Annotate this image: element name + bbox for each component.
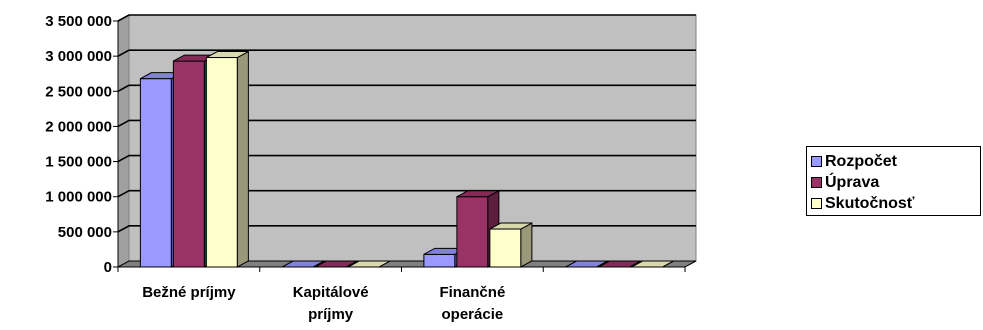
bar bbox=[314, 260, 358, 268]
legend-item-0: Rozpočet bbox=[811, 151, 980, 172]
bar-top bbox=[456, 190, 500, 198]
gridline bbox=[117, 154, 696, 163]
bar-front bbox=[489, 228, 522, 268]
bar-top bbox=[489, 222, 533, 230]
legend-swatch-2 bbox=[811, 198, 822, 209]
y-tick-label: 2 500 000 bbox=[45, 83, 112, 100]
legend-item-2: Skutočnosť bbox=[811, 193, 980, 214]
y-tick-label: 1 500 000 bbox=[45, 154, 112, 171]
y-tick-label: 500 000 bbox=[58, 224, 112, 241]
bars bbox=[139, 50, 674, 268]
legend-label-0: Rozpočet bbox=[825, 152, 897, 170]
legend-item-1: Úprava bbox=[811, 172, 980, 193]
bar-front bbox=[456, 196, 489, 268]
bar bbox=[598, 260, 641, 268]
legend-label-2: Skutočnosť bbox=[825, 194, 915, 212]
legend: Rozpočet Úprava Skutočnosť bbox=[806, 146, 981, 216]
bar bbox=[489, 222, 533, 268]
bar-top bbox=[281, 260, 325, 268]
y-tick-label: 0 bbox=[104, 259, 112, 276]
y-tick-label: 3 000 000 bbox=[45, 48, 112, 65]
bar-top bbox=[631, 260, 674, 268]
legend-label-1: Úprava bbox=[825, 173, 880, 191]
bar-side bbox=[236, 50, 249, 268]
bar-side bbox=[520, 222, 533, 268]
legend-swatch-1 bbox=[811, 177, 822, 188]
x-category-label: Finančné bbox=[439, 284, 505, 301]
bar-front bbox=[423, 253, 456, 268]
x-category-label: Kapitálové bbox=[293, 284, 369, 301]
gridlines bbox=[117, 14, 696, 233]
gridline bbox=[117, 84, 696, 92]
bar bbox=[281, 260, 325, 268]
bar-front bbox=[139, 78, 172, 268]
x-category-label: operácie bbox=[442, 306, 504, 323]
gridline bbox=[117, 189, 696, 198]
gridline bbox=[117, 14, 696, 22]
y-tick-labels: 0 500 000 1 000 000 1 500 000 2 000 000 2 500… bbox=[45, 13, 112, 276]
gridline bbox=[117, 119, 696, 128]
bar bbox=[631, 260, 674, 268]
bar bbox=[205, 50, 249, 268]
bar-top bbox=[314, 260, 358, 268]
x-category-label: Bežné príjmy bbox=[142, 284, 236, 301]
x-category-label: príjmy bbox=[308, 306, 354, 323]
y-tick-label: 3 500 000 bbox=[45, 13, 112, 30]
legend-swatch-0 bbox=[811, 156, 822, 167]
bar-top bbox=[347, 260, 391, 268]
y-tick-label: 1 000 000 bbox=[45, 189, 112, 206]
bar-top bbox=[206, 51, 249, 59]
bar-top bbox=[598, 260, 641, 268]
bar-front bbox=[205, 57, 238, 268]
bar-front bbox=[172, 60, 205, 268]
bar bbox=[565, 260, 608, 268]
y-tick-label: 2 000 000 bbox=[45, 118, 112, 135]
bar bbox=[347, 260, 391, 268]
x-category-labels: Bežné príjmy Kapitálové príjmy Finančné oper… bbox=[142, 284, 505, 323]
gridline bbox=[117, 49, 696, 57]
bar-top bbox=[565, 260, 608, 268]
